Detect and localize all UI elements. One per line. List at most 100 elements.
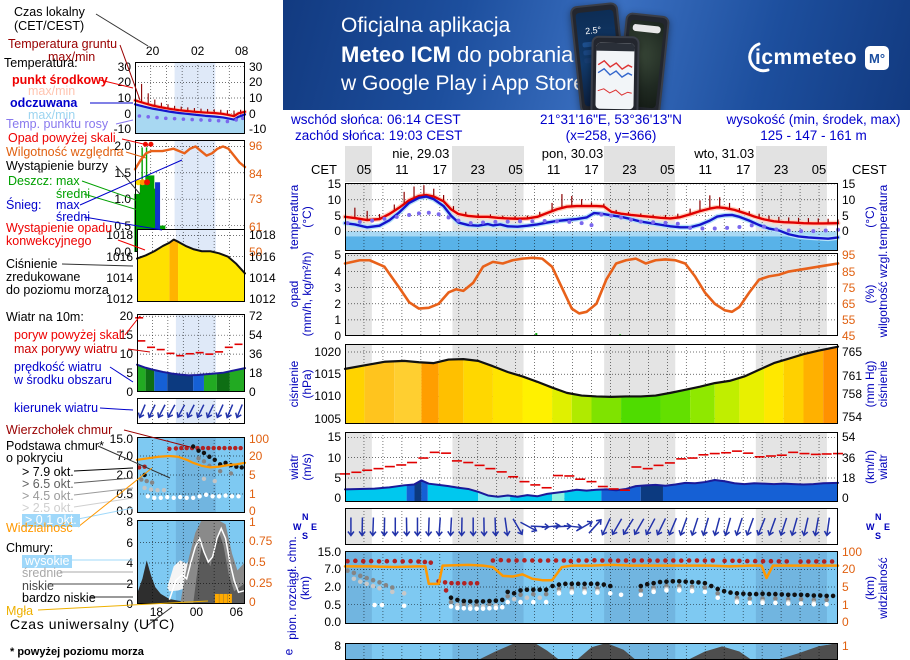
location-coords: 21°31'16"E, 53°36'13"N (x=258, y=366) [501, 112, 721, 144]
altitude-values: 125 - 147 - 161 m [760, 128, 867, 143]
axis-tick: 18 [842, 470, 856, 485]
legend-snow: Śnieg: [6, 198, 42, 212]
axis-tick: 96 [249, 139, 263, 154]
axis-tick: 1012 [249, 291, 276, 306]
axis-tick: 1018 [249, 228, 276, 243]
lgWind-svg [135, 314, 246, 392]
grid-xy: (x=258, y=366) [565, 128, 657, 143]
axis-tick: 8 [126, 515, 133, 530]
mainPress-svg [343, 344, 840, 424]
axis-tick: 7.0 [324, 562, 341, 577]
legend-cloud-top: Wierzchołek chmur [6, 423, 113, 437]
hour-label: 23 [470, 162, 485, 177]
legend-wind10m: Wiatr na 10m: [6, 310, 84, 324]
chart-cloud-extent-visibility: 0.0 0.5 2.0 7.0 15.0 0 1 5 20 100 [318, 546, 862, 628]
axis-tick: 36 [842, 450, 856, 465]
time-axis-header: nie, 29.03 pon, 30.03 wto, 31.03 05 11 17 23 05… [283, 146, 910, 182]
axis-tick: 1 [842, 639, 849, 654]
legend-local-time-1: Czas lokalny [14, 5, 85, 19]
legend-temperature-heading: Temperatura: [4, 56, 78, 70]
legend-panel: Czas lokalny (CET/CEST) Temperatura grun… [0, 0, 283, 660]
axis-tick: 00 [189, 605, 204, 619]
mainTemp-svg [342, 183, 841, 251]
axis-tick: 765 [842, 345, 863, 360]
legend-clouds-low: niskie [22, 579, 54, 593]
axis-tick: 08 [235, 44, 249, 58]
legend-fog: Mgła [6, 604, 34, 618]
legend-pressure-3: do poziomu morza [6, 283, 109, 297]
axis-tick: 20 [842, 562, 856, 577]
axis-tick: 10 [842, 192, 856, 207]
legend-rain: Deszcz: [8, 174, 53, 188]
legend-snow-max: max [56, 198, 80, 212]
axis-tick: 54 [249, 328, 263, 343]
axis-tick: 06 [229, 605, 244, 619]
legend-okta-01: > 0.1 okt. [22, 514, 80, 527]
legend-pressure-2: zredukowane [6, 270, 81, 284]
legend-wind-dir: kierunek wiatru [14, 401, 99, 415]
axis-label-visibility-right: (km) widzialność [863, 557, 890, 619]
axis-tick: 72 [249, 309, 263, 324]
axis-tick: 0.5 [116, 487, 133, 501]
axis-tick: 65 [842, 296, 856, 311]
legend-precip-offscale: Opad powyżej skali [8, 131, 116, 145]
logo-badge: M° [865, 46, 890, 70]
banner-line-3: w Google Play i App Store [341, 72, 585, 95]
axis-tick: 20 [249, 449, 263, 463]
day-label: wto, 31.03 [694, 146, 755, 161]
axis-tick: 0 [249, 106, 256, 121]
legend-dew-point: Temp. punktu rosy [6, 117, 109, 131]
axis-tick: 02 [191, 44, 205, 58]
mainCut-svg [345, 643, 838, 660]
axis-tick: 4 [126, 556, 133, 571]
cest-label: CEST [852, 162, 887, 177]
axis-tick: -10 [113, 122, 131, 137]
axis-tick: 0 [126, 385, 133, 399]
legend-feels-maxmin: max/min [28, 108, 76, 122]
axis-tick: 10 [327, 450, 341, 465]
lgTemp-svg [133, 62, 247, 134]
banner-brand: Meteo ICM [341, 42, 451, 67]
legend-okta-45: > 4.5 okt. [22, 489, 74, 503]
legend-footnote: * powyżej poziomu morza [10, 646, 144, 658]
axis-tick: 1020 [314, 344, 341, 359]
legend-storm: Wystąpienie burzy [6, 159, 109, 173]
chart-wind-direction [345, 508, 838, 545]
legend-wind-speed-1: prędkość wiatru [14, 360, 102, 374]
axis-tick: 0 [334, 224, 341, 239]
axis-tick: 1014 [249, 270, 276, 285]
axis-tick: 0.5 [249, 555, 266, 569]
axis-tick: 30 [117, 59, 131, 74]
axis-tick: 0 [842, 224, 849, 239]
axis-label-wind-right: (km/h) wiatr [863, 450, 890, 484]
night-shading-band [345, 146, 372, 182]
app-banner-ad[interactable]: Oficjalna aplikacja Meteo ICM do pobrani… [283, 0, 910, 110]
hour-label: 17 [432, 162, 448, 177]
lgPress-svg [136, 229, 246, 302]
axis-tick: 10 [117, 91, 131, 105]
legend-temp-maxmin: max/min [28, 84, 76, 98]
legend-local-time-2: (CET/CEST) [14, 19, 85, 33]
axis-tick: 30 [249, 59, 263, 74]
axis-tick: 0.25 [249, 576, 273, 590]
axis-tick: 61 [249, 219, 263, 234]
axis-tick: 15.0 [317, 545, 341, 560]
axis-tick: 85 [842, 264, 856, 279]
axis-tick: 0 [334, 329, 341, 343]
axis-tick: 5 [334, 208, 341, 223]
legend-okta-65: > 6.5 okt. [22, 477, 74, 491]
meteogram-main: Oficjalna aplikacja Meteo ICM do pobrani… [281, 0, 910, 660]
mainWind-svg [340, 432, 843, 502]
axis-tick: 36 [249, 347, 263, 362]
hour-label: 05 [508, 162, 523, 177]
axis-tick: 0 [124, 106, 131, 121]
banner-line-1: Oficjalna aplikacja [341, 14, 511, 37]
legend-cloud-base-1: Podstawa chmur* [6, 439, 104, 453]
sunrise-time: wschód słońca: 06:14 CEST [291, 112, 461, 127]
day-label: nie, 29.03 [392, 146, 450, 161]
sunset-time: zachód słońca: 19:03 CEST [295, 128, 463, 143]
icmmeteo-logo: icmmeteo M° [741, 40, 890, 76]
legend-okta-25: > 2.5 okt. [22, 501, 74, 515]
